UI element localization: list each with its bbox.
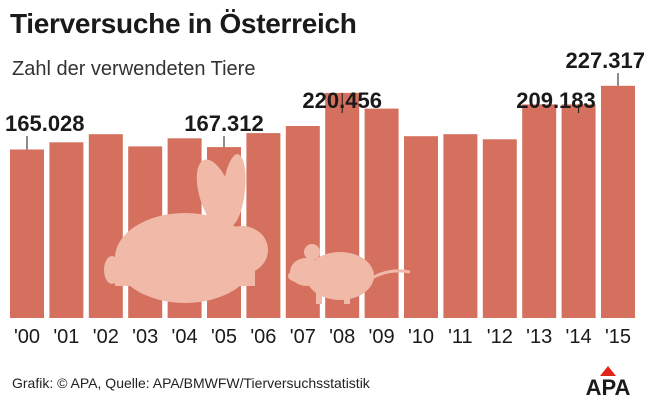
value-label: 220.456 [302,88,382,113]
logo-text: APA [585,375,631,400]
bar-10 [404,136,438,318]
x-tick-label: '01 [53,326,79,348]
bars-group [10,85,635,319]
x-tick-labels: '00 '01 '02 '03 '04 '05 '06 '07 '08 '09 '10 '11 '12 '… [14,326,631,348]
apa-logo: APA [570,363,646,400]
source-credit: Grafik: © APA, Quelle: APA/BMWFW/Tierver… [12,375,370,391]
bar-6 [246,133,281,318]
label-leaders [26,73,619,150]
x-tick-label: '11 [448,326,473,348]
bar-1 [49,142,84,318]
x-tick-label: '13 [526,326,552,348]
x-tick-label: '04 [172,326,198,348]
x-tick-label: '07 [290,326,316,348]
x-tick-label: '14 [566,326,592,348]
rabbit-silhouette-icon [104,154,268,303]
bar-15 [601,85,635,318]
x-tick-label: '06 [250,326,276,348]
bar-14 [561,104,596,319]
bar-11 [443,134,478,318]
x-tick-label: '00 [14,326,40,348]
x-tick-label: '08 [329,326,355,348]
value-labels: 165.028 167.312 220.456 209.183 227.317 [5,48,645,136]
x-tick-label: '02 [93,326,119,348]
value-label: 167.312 [184,111,264,136]
bar-0 [10,149,44,318]
x-tick-label: '09 [369,326,395,348]
x-tick-label: '03 [132,326,158,348]
mouse-silhouette-icon [288,244,411,304]
x-tick-label: '15 [605,326,631,348]
chart-title: Tierversuche in Österreich [10,8,357,39]
value-label: 227.317 [565,48,645,73]
silhouettes-group [104,154,411,304]
x-tick-label: '05 [211,326,237,348]
x-tick-label: '12 [487,326,513,348]
value-label: 165.028 [5,111,85,136]
bar-2 [88,134,123,318]
bar-13 [522,104,557,319]
value-label: 209.183 [516,88,596,113]
chart-subtitle: Zahl der verwendeten Tiere [12,58,256,80]
bar-12 [482,139,517,318]
x-tick-label: '10 [408,326,434,348]
logo-triangle-icon [600,366,616,376]
